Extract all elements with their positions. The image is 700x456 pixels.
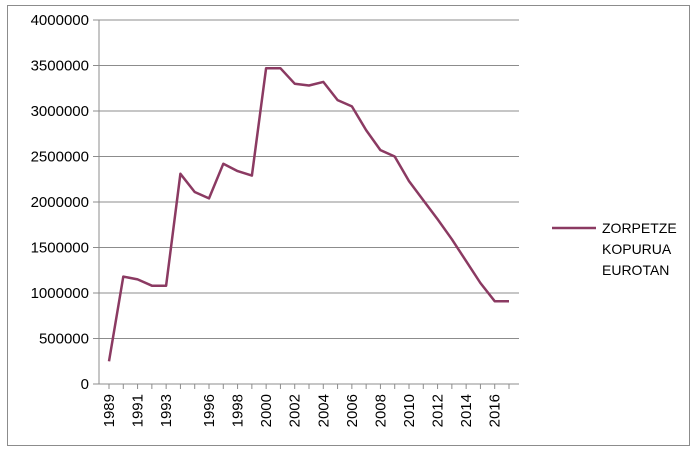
- x-tick-label: 2006: [344, 394, 361, 427]
- y-axis-tick-labels: 0 500000 1000000 1500000 2000000 2500000 30000…: [31, 12, 89, 393]
- y-tick-label: 2500000: [31, 149, 89, 166]
- x-axis-tick-labels: 1989 1991 1993 1996 1998 2000 2002 2004 2006 2008…: [101, 394, 504, 427]
- x-tick-label: 1993: [158, 394, 175, 427]
- x-tick-label: 2000: [258, 394, 275, 427]
- legend-label: EUROTAN: [602, 262, 669, 278]
- line-chart: 0 500000 1000000 1500000 2000000 2500000 30000…: [31, 12, 677, 427]
- legend-label: ZORPETZE: [602, 220, 677, 236]
- x-tick-label: 1996: [201, 394, 218, 427]
- y-tick-label: 500000: [39, 331, 89, 348]
- x-tick-label: 1989: [101, 394, 118, 427]
- x-tick-label: 2008: [372, 394, 389, 427]
- y-tick-label: 2000000: [31, 194, 89, 211]
- x-tick-label: 2016: [487, 394, 504, 427]
- legend: ZORPETZE KOPURUA EUROTAN: [552, 220, 677, 278]
- x-tick-label: 2010: [401, 394, 418, 427]
- x-tick-label: 2004: [315, 394, 332, 427]
- y-tick-label: 1500000: [31, 240, 89, 257]
- y-tick-label: 3000000: [31, 103, 89, 120]
- x-tick-label: 2012: [430, 394, 447, 427]
- chart-frame: 0 500000 1000000 1500000 2000000 2500000 30000…: [7, 5, 690, 446]
- y-tick-label: 4000000: [31, 12, 89, 29]
- x-tick-label: 2002: [287, 394, 304, 427]
- series-line: [107, 66, 509, 362]
- gridlines: [99, 19, 519, 339]
- axes: [93, 19, 519, 389]
- x-tick-label: 1991: [130, 394, 147, 427]
- legend-label: KOPURUA: [602, 241, 672, 257]
- y-tick-label: 3500000: [31, 58, 89, 75]
- y-tick-label: 0: [81, 376, 89, 393]
- y-tick-label: 1000000: [31, 285, 89, 302]
- x-tick-label: 2014: [458, 394, 475, 427]
- x-tick-label: 1998: [230, 394, 247, 427]
- series-lines: [107, 66, 509, 362]
